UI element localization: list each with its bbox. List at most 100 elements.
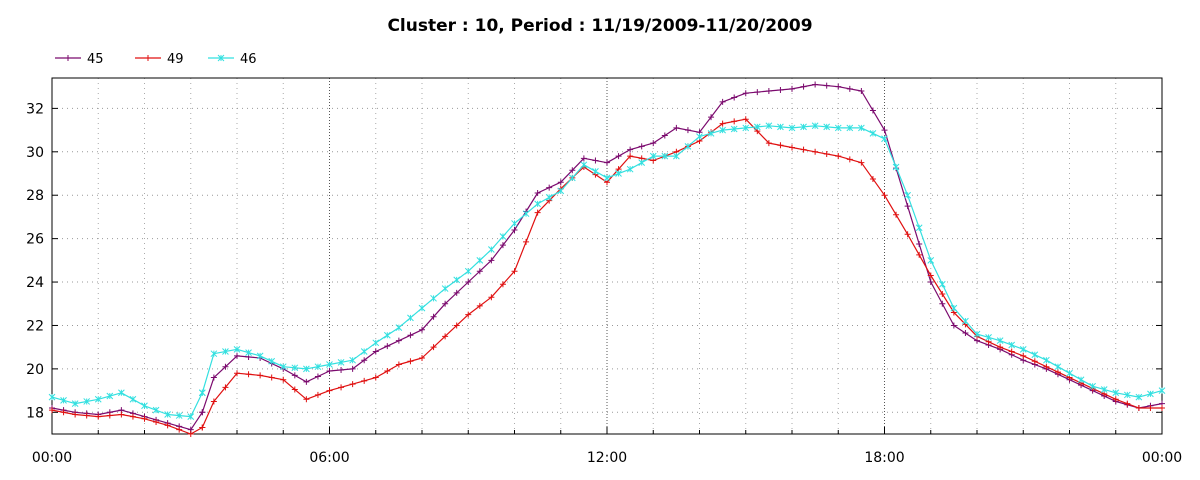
data-point [523, 238, 530, 245]
data-point [1054, 369, 1061, 376]
data-point [430, 294, 437, 302]
data-point [938, 280, 946, 288]
data-point [604, 159, 610, 166]
data-point [71, 400, 79, 407]
legend-label: 49 [167, 52, 184, 67]
data-point [176, 426, 183, 433]
data-point [407, 332, 414, 339]
data-point [187, 431, 194, 437]
data-point [742, 124, 750, 132]
data-point [904, 231, 911, 238]
data-point [395, 324, 403, 331]
chart-title: Cluster : 10, Period : 11/19/2009-11/20/… [387, 16, 812, 36]
legend-marker [217, 54, 225, 62]
data-point [800, 123, 807, 131]
legend-marker [65, 55, 71, 61]
data-point [881, 192, 888, 199]
data-point [349, 381, 356, 388]
data-point [661, 152, 669, 160]
data-point [83, 412, 90, 419]
data-point [164, 411, 171, 418]
legend-entry-45: 45 [55, 52, 104, 67]
data-point [314, 391, 321, 398]
data-point [476, 256, 484, 264]
data-point [858, 124, 865, 132]
data-point [511, 268, 518, 275]
data-point [1147, 390, 1154, 398]
data-point [268, 357, 276, 365]
data-point [534, 209, 541, 216]
legend-label: 45 [87, 52, 104, 67]
data-point [1054, 363, 1062, 371]
series-46 [48, 122, 1166, 420]
data-point [338, 384, 345, 391]
data-point [488, 246, 495, 253]
x-tick-label: 18:00 [864, 450, 904, 466]
data-point [222, 363, 229, 370]
data-point [141, 415, 148, 422]
data-point [60, 409, 67, 416]
data-point [708, 114, 715, 121]
data-point [175, 412, 183, 419]
data-point [153, 419, 160, 426]
data-point [835, 153, 842, 160]
data-point [60, 397, 67, 404]
data-point [106, 412, 113, 419]
y-tick-label: 18 [26, 405, 44, 421]
data-point [210, 350, 218, 358]
y-tick-label: 28 [26, 188, 44, 204]
data-point [719, 120, 726, 127]
data-point [812, 81, 819, 88]
data-point [973, 330, 981, 338]
data-point [49, 407, 55, 414]
data-point [869, 107, 876, 114]
data-point [303, 378, 310, 385]
data-point [499, 242, 506, 249]
data-point [985, 334, 992, 341]
data-point [1135, 393, 1143, 401]
data-point [893, 211, 900, 218]
data-point [233, 345, 241, 353]
data-point [834, 124, 842, 132]
data-point [453, 289, 460, 296]
data-point [673, 152, 680, 160]
data-point [234, 370, 240, 377]
data-point [707, 130, 715, 137]
data-point [649, 152, 657, 160]
data-point [279, 363, 287, 371]
data-point [939, 300, 946, 307]
y-tick-label: 30 [26, 145, 44, 161]
data-point [511, 220, 518, 227]
data-point [1112, 389, 1120, 397]
data-point [152, 406, 160, 414]
data-point [1159, 404, 1165, 411]
data-point [1031, 358, 1038, 365]
data-point [1124, 400, 1131, 407]
data-point [765, 88, 772, 95]
data-point [1112, 396, 1119, 403]
data-point [199, 424, 206, 431]
data-point [684, 143, 692, 150]
data-point [326, 387, 333, 394]
data-point [499, 281, 506, 288]
data-point [730, 125, 738, 133]
data-point [453, 276, 461, 284]
data-point [361, 377, 368, 384]
data-point [800, 146, 807, 153]
data-point [753, 123, 761, 131]
grid [52, 78, 1162, 434]
data-point [696, 133, 703, 140]
data-point [256, 352, 264, 360]
data-point [118, 389, 125, 397]
x-tick-label: 06:00 [309, 450, 349, 466]
data-point [245, 349, 252, 356]
data-point [338, 366, 345, 373]
data-point [1147, 404, 1154, 411]
data-point [869, 175, 876, 182]
data-point [765, 122, 773, 130]
data-point [453, 322, 460, 329]
data-point [476, 268, 483, 275]
data-point [996, 337, 1004, 345]
data-point [442, 300, 449, 307]
data-point [777, 142, 784, 149]
